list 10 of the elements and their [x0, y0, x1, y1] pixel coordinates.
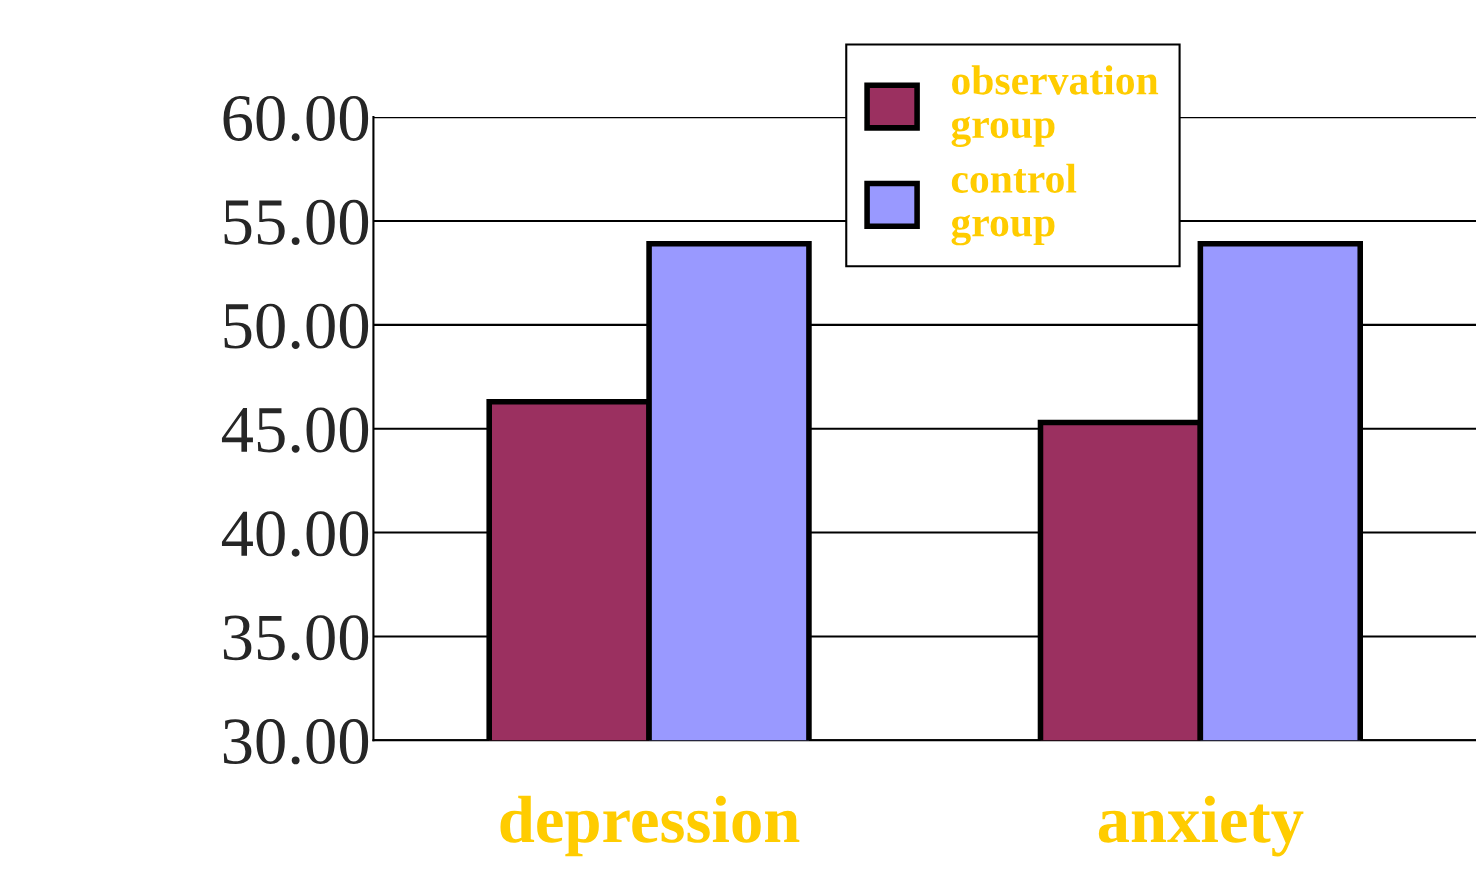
legend-label: control group	[951, 163, 1077, 246]
y-tick-label: 55.00	[224, 199, 369, 246]
x-tick-label: depression	[500, 795, 800, 857]
y-tick-label: 50.00	[224, 303, 369, 349]
x-tick-label: anxiety	[1098, 795, 1304, 857]
y-tick-label: 40.00	[221, 511, 369, 557]
y-tick-label: 30.00	[223, 719, 369, 765]
y-tick-label: 60.00	[223, 95, 369, 142]
y-tick-label: 35.00	[223, 615, 369, 661]
y-tick-label: 45.00	[221, 407, 369, 453]
